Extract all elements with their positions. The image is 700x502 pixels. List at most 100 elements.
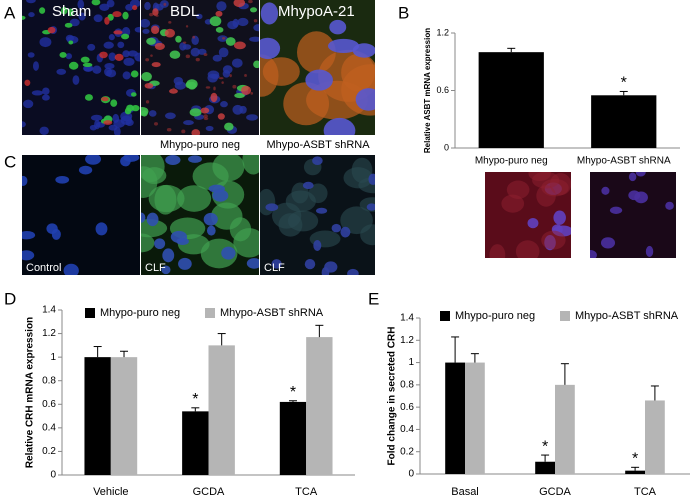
cell [148, 184, 185, 213]
cell [141, 212, 146, 223]
cell [200, 107, 210, 114]
cell [22, 121, 26, 128]
cell [24, 79, 31, 86]
y-tick-label: 0.2 [400, 446, 414, 457]
error-bar [507, 47, 516, 53]
micrograph-content [489, 172, 571, 258]
bar [84, 357, 111, 475]
cell [227, 20, 239, 30]
cell [203, 114, 208, 119]
cell [141, 72, 152, 82]
cell [197, 48, 207, 55]
cell [144, 1, 151, 11]
error-bar [650, 385, 659, 401]
cell [82, 62, 93, 68]
y-tick-label: 1.2 [42, 328, 56, 339]
cell [141, 233, 155, 253]
cell [221, 36, 226, 40]
cell [39, 37, 52, 48]
image-label: MhypoA-21 [278, 3, 355, 20]
micrograph-content [260, 156, 375, 275]
cell [113, 126, 121, 135]
micrograph-bg [22, 155, 140, 275]
cell [112, 11, 122, 18]
cell [178, 257, 192, 270]
cell [77, 0, 85, 10]
cell [253, 24, 259, 32]
cell [55, 175, 70, 184]
cell [368, 173, 375, 185]
cell [130, 70, 139, 78]
cell [117, 41, 125, 49]
cell [154, 42, 165, 50]
cell [22, 250, 35, 261]
cell [665, 201, 674, 210]
cell [265, 203, 279, 212]
bar [110, 357, 138, 475]
y-tick-label: 0 [50, 470, 56, 481]
cell [182, 41, 187, 44]
cell [312, 156, 323, 166]
cell [121, 33, 130, 40]
cell [340, 226, 351, 238]
y-tick-label: 0.2 [42, 446, 56, 457]
cell [233, 41, 246, 50]
cell [46, 223, 58, 234]
cell [99, 51, 108, 59]
cell [188, 155, 202, 163]
error-bar [541, 454, 550, 462]
y-tick-label: 1.2 [400, 335, 414, 346]
cell [205, 86, 211, 89]
image-caption: CLF [145, 262, 166, 274]
micrograph-content [141, 155, 259, 275]
cell [161, 265, 171, 275]
legend-label: Mhypo-puro neg [455, 310, 535, 322]
cell [262, 57, 300, 86]
cell [489, 244, 506, 258]
cell [248, 0, 253, 4]
cell [195, 57, 200, 62]
bar [208, 345, 235, 475]
cell [212, 189, 229, 202]
cell [246, 114, 258, 121]
y-axis-label: Relative ASBT mRNA expression [423, 28, 432, 153]
bar [478, 52, 544, 148]
cell [42, 94, 50, 101]
cell [106, 0, 115, 8]
cell [122, 50, 130, 58]
cell [216, 1, 227, 12]
cell [145, 100, 150, 104]
cell [234, 93, 245, 99]
micrograph [22, 0, 140, 135]
cell [60, 6, 68, 15]
cell [217, 113, 225, 120]
x-tick-label: TCA [634, 486, 657, 498]
cell [305, 69, 333, 91]
cell [541, 230, 566, 250]
cell [114, 53, 124, 61]
cell [103, 41, 114, 49]
x-tick-label: Mhypo-puro neg [475, 156, 548, 167]
bar [535, 461, 555, 474]
cell [56, 68, 67, 75]
cell [108, 34, 115, 41]
panel-label: D [4, 289, 16, 308]
cell [129, 0, 140, 8]
cell [249, 36, 259, 42]
cell [39, 126, 49, 135]
cell [315, 207, 328, 214]
bar [306, 337, 333, 475]
cell [101, 96, 109, 102]
cell [91, 0, 101, 6]
cell [221, 246, 236, 260]
cell [351, 157, 373, 183]
cell [89, 124, 97, 131]
cell [321, 267, 330, 275]
cell [122, 71, 131, 80]
cell [212, 54, 222, 62]
image-label: Sham [52, 3, 91, 20]
cell [253, 19, 258, 23]
cell [90, 114, 103, 121]
cell [222, 65, 233, 74]
cell [141, 219, 168, 238]
